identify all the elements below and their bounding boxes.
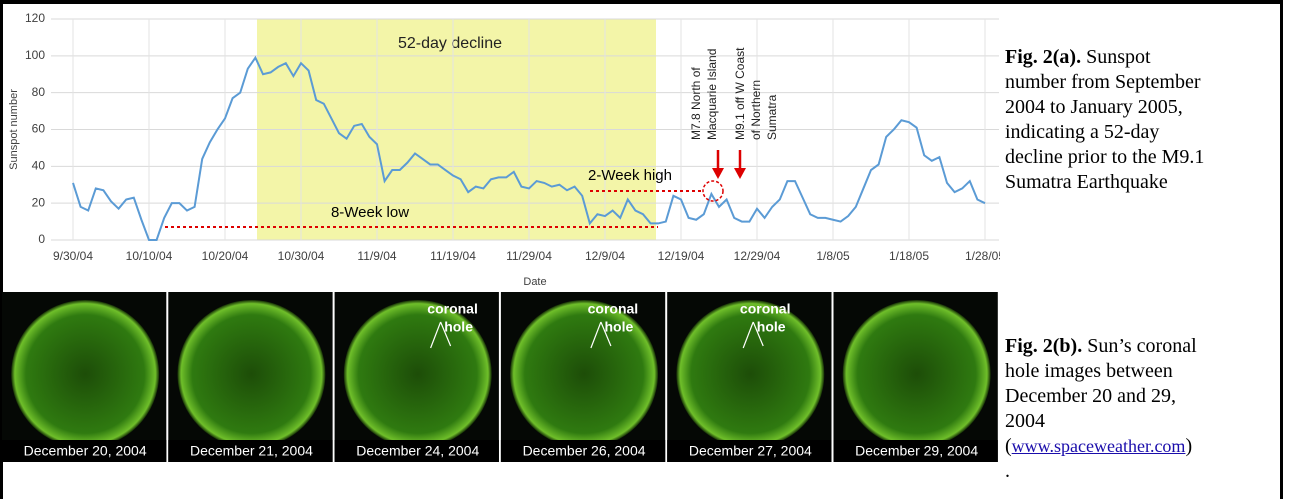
note: coronal [588, 301, 639, 317]
x-tick-label: 1/18/05 [889, 249, 929, 263]
y-tick-label: 60 [32, 122, 46, 136]
sun-image [177, 300, 325, 448]
annotation: 52-day decline [398, 35, 502, 52]
caption-a: Fig. 2(a). Sunspot number from September… [1005, 45, 1205, 195]
note: hole [444, 319, 473, 335]
note: hole [605, 319, 634, 335]
annotation: 2-Week high [588, 167, 672, 184]
x-tick-label: 12/9/04 [585, 249, 625, 263]
x-tick-label: 10/20/04 [202, 249, 249, 263]
panel-date: December 20, 2004 [24, 443, 147, 459]
panel-date: December 21, 2004 [190, 443, 313, 459]
x-tick-label: 10/30/04 [278, 249, 325, 263]
quake-label: M7.8 North of [689, 67, 703, 140]
quake-label: M9.1 off W Coast [733, 47, 747, 140]
link[interactable]: www.spaceweather.com [1012, 436, 1186, 456]
note: coronal [427, 301, 478, 317]
panel-date: December 27, 2004 [689, 443, 812, 459]
y-axis-label: Sunspot number [8, 89, 20, 170]
y-tick-label: 0 [38, 232, 45, 246]
sun-image [843, 300, 991, 448]
panel-date: December 29, 2004 [855, 443, 978, 459]
quake-label: of Northern [749, 80, 763, 140]
x-tick-label: 11/19/04 [430, 249, 476, 263]
caption-label: Fig. 2(a). [1005, 46, 1081, 68]
page: 52-day decline 0 20 40 60 80 100 120 9/30/04 10/1… [0, 0, 1291, 499]
x-tick-label: 11/9/04 [357, 249, 396, 263]
arrow-head [734, 168, 746, 179]
y-tick-label: 120 [25, 11, 45, 25]
y-tick-label: 40 [32, 159, 46, 173]
quake-label: Macquarie Island [705, 49, 719, 140]
sun-image [676, 300, 824, 448]
panel-date: December 26, 2004 [523, 443, 646, 459]
arrow-head [712, 168, 724, 179]
caption-label: Fig. 2(b). [1005, 335, 1082, 357]
x-tick-label: 12/29/04 [734, 249, 781, 263]
caption-text: Sunspot number from September 2004 to Ja… [1005, 46, 1204, 193]
x-tick-label: 9/30/04 [53, 249, 93, 263]
caption-b: Fig. 2(b). Sun’s coronal hole images bet… [1005, 334, 1205, 484]
figure: 52-day decline 0 20 40 60 80 100 120 9/30/04 10/1… [0, 0, 1000, 470]
x-tick-label: 11/29/04 [506, 249, 552, 263]
x-tick-label: 1/28/05 [965, 249, 1000, 263]
x-tick-label: 1/8/05 [816, 249, 850, 263]
x-tick-label: 10/10/04 [126, 249, 173, 263]
x-axis-label: Date [523, 276, 546, 288]
caption-text: . [1005, 460, 1010, 482]
note: coronal [740, 301, 791, 317]
y-tick-label: 20 [32, 195, 46, 209]
quake-label: Sumatra [765, 94, 779, 140]
y-tick-label: 100 [25, 48, 45, 62]
x-tick-label: 12/19/04 [658, 249, 705, 263]
note: hole [757, 319, 786, 335]
sun-image [510, 300, 658, 448]
annotation: 8-Week low [331, 204, 409, 221]
caption-text: ) [1185, 435, 1192, 457]
sun-image [11, 300, 159, 448]
y-tick-label: 80 [32, 85, 46, 99]
panel-date: December 24, 2004 [356, 443, 479, 459]
